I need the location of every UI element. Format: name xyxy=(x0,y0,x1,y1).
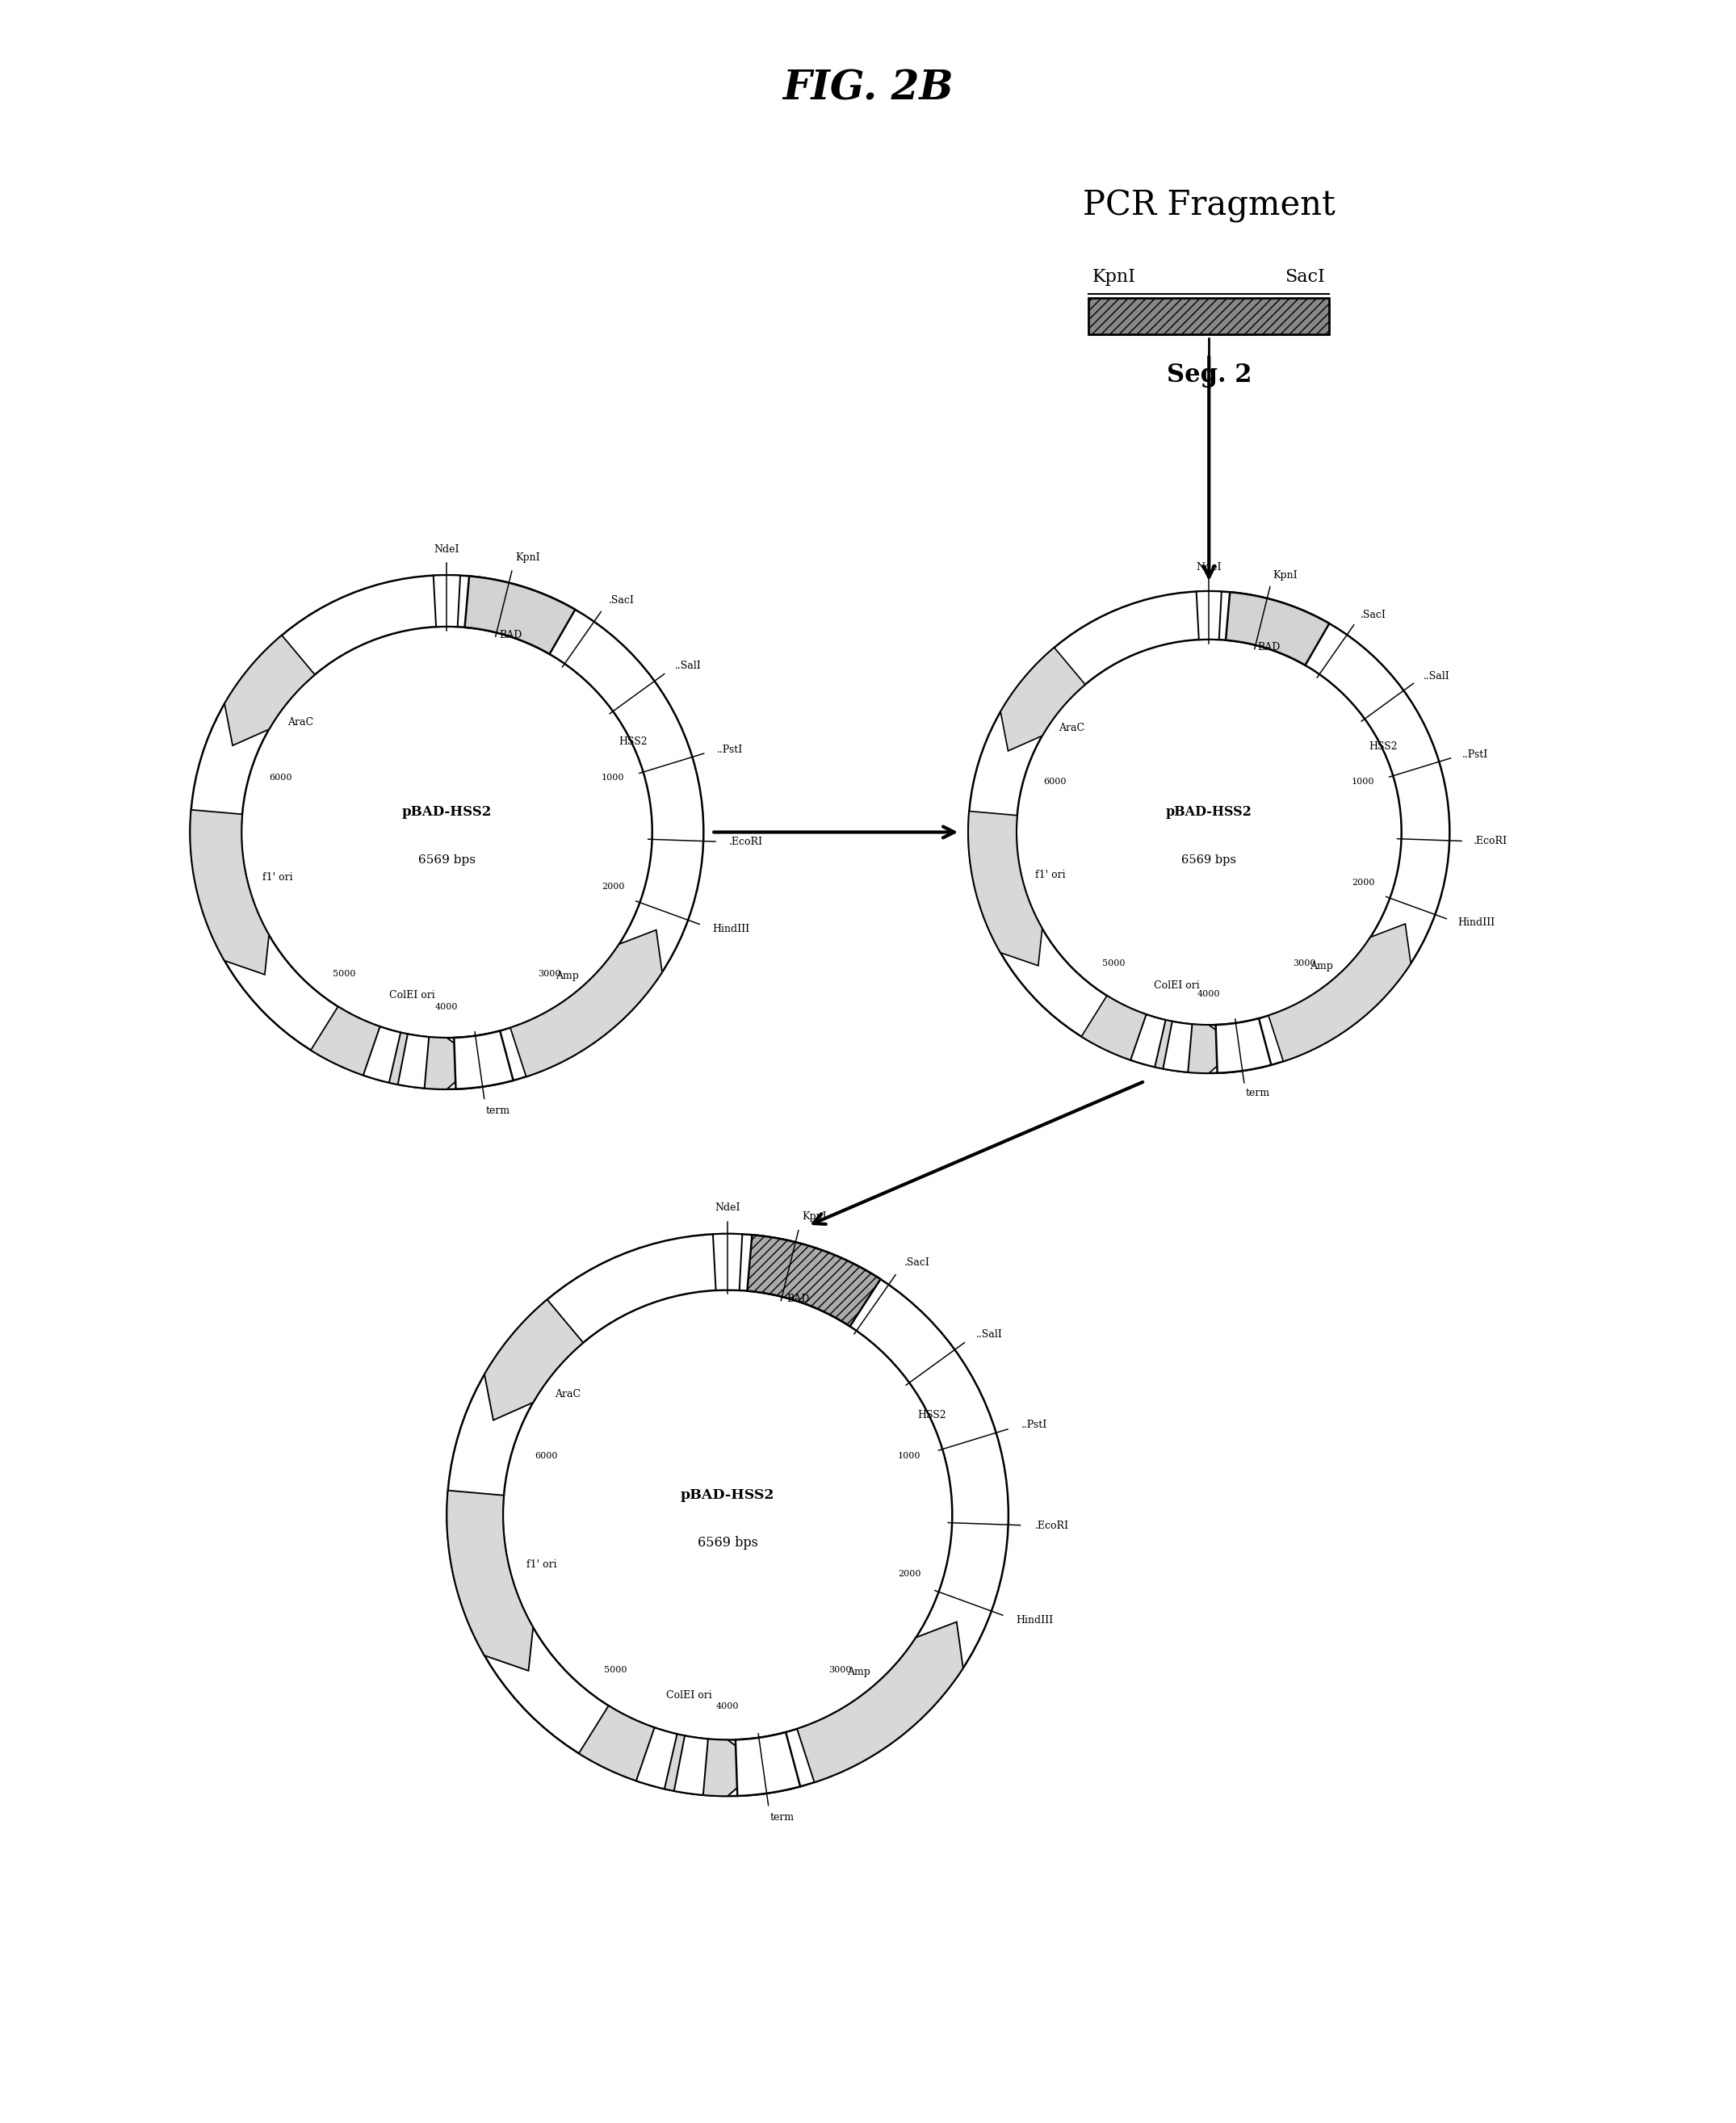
Polygon shape xyxy=(1082,996,1240,1072)
Polygon shape xyxy=(1269,924,1411,1062)
Polygon shape xyxy=(1215,1019,1271,1072)
Text: PCR Fragment: PCR Fragment xyxy=(1083,189,1335,223)
Polygon shape xyxy=(363,1028,401,1083)
Polygon shape xyxy=(510,930,661,1076)
Polygon shape xyxy=(311,1006,479,1089)
Text: ..PstI: ..PstI xyxy=(1462,749,1488,760)
Polygon shape xyxy=(1130,1015,1165,1068)
Text: pBAD-HSS2: pBAD-HSS2 xyxy=(1167,805,1252,819)
Polygon shape xyxy=(797,1622,963,1783)
FancyBboxPatch shape xyxy=(1088,297,1330,333)
Text: 3000: 3000 xyxy=(828,1667,851,1673)
Text: AraC: AraC xyxy=(288,718,314,728)
Text: Seg. 2: Seg. 2 xyxy=(1167,363,1252,386)
Text: .SacI: .SacI xyxy=(1361,609,1387,620)
Polygon shape xyxy=(746,1236,880,1327)
Text: Amp: Amp xyxy=(847,1667,871,1677)
Text: 1000: 1000 xyxy=(1352,777,1375,786)
Polygon shape xyxy=(484,1299,583,1420)
Text: NdeI: NdeI xyxy=(434,543,460,554)
Text: 3000: 3000 xyxy=(1293,960,1316,968)
Text: HSS2: HSS2 xyxy=(618,737,648,747)
Text: ..SalI: ..SalI xyxy=(675,660,701,671)
Text: 6000: 6000 xyxy=(1043,777,1066,786)
Text: 4000: 4000 xyxy=(717,1703,740,1711)
Polygon shape xyxy=(674,1737,708,1796)
Text: SacI: SacI xyxy=(1285,267,1325,287)
Text: NdeI: NdeI xyxy=(1196,563,1222,573)
Text: HindIII: HindIII xyxy=(1016,1616,1054,1626)
Text: AraC: AraC xyxy=(1059,724,1085,732)
Text: BAD: BAD xyxy=(500,631,523,641)
Text: .SacI: .SacI xyxy=(609,594,635,605)
Text: 5000: 5000 xyxy=(604,1667,627,1673)
Polygon shape xyxy=(578,1705,762,1796)
Text: term: term xyxy=(1245,1087,1271,1098)
Polygon shape xyxy=(434,575,460,626)
Text: term: term xyxy=(771,1811,795,1822)
Polygon shape xyxy=(1163,1021,1193,1072)
Text: ..SalI: ..SalI xyxy=(976,1329,1003,1340)
Text: 6569 bps: 6569 bps xyxy=(698,1537,759,1550)
Text: BAD: BAD xyxy=(786,1293,809,1304)
Text: FIG. 2B: FIG. 2B xyxy=(783,70,953,108)
Text: pBAD-HSS2: pBAD-HSS2 xyxy=(681,1488,774,1501)
Text: ColEI ori: ColEI ori xyxy=(1153,981,1200,991)
Text: .EcoRI: .EcoRI xyxy=(1035,1520,1069,1531)
Text: KpnI: KpnI xyxy=(516,552,540,563)
Text: 1000: 1000 xyxy=(602,775,625,781)
Text: 4000: 4000 xyxy=(1198,991,1220,998)
Text: 6000: 6000 xyxy=(535,1452,557,1461)
Text: HSS2: HSS2 xyxy=(1370,741,1397,752)
Polygon shape xyxy=(455,1032,514,1089)
Text: ..SalI: ..SalI xyxy=(1424,671,1450,681)
Text: 3000: 3000 xyxy=(538,970,561,979)
Text: KpnI: KpnI xyxy=(802,1212,826,1221)
Text: .EcoRI: .EcoRI xyxy=(1474,836,1507,847)
Polygon shape xyxy=(398,1034,429,1089)
Text: .EcoRI: .EcoRI xyxy=(729,836,762,847)
Text: ..PstI: ..PstI xyxy=(1021,1420,1047,1431)
Text: 2000: 2000 xyxy=(602,883,625,890)
Text: HSS2: HSS2 xyxy=(917,1410,946,1420)
Text: 6569 bps: 6569 bps xyxy=(1182,856,1236,866)
Text: f1' ori: f1' ori xyxy=(526,1560,557,1571)
Text: f1' ori: f1' ori xyxy=(262,873,293,883)
Polygon shape xyxy=(465,575,575,654)
Polygon shape xyxy=(1000,648,1085,752)
Text: pBAD-HSS2: pBAD-HSS2 xyxy=(401,805,491,819)
Text: 5000: 5000 xyxy=(1102,960,1125,968)
Text: term: term xyxy=(486,1106,510,1117)
Text: 1000: 1000 xyxy=(898,1452,920,1461)
Text: AraC: AraC xyxy=(554,1388,580,1399)
Text: 2000: 2000 xyxy=(1352,879,1375,885)
Polygon shape xyxy=(224,635,314,745)
Polygon shape xyxy=(713,1233,743,1291)
Text: ColEI ori: ColEI ori xyxy=(667,1690,712,1701)
Text: 6000: 6000 xyxy=(269,775,292,781)
Polygon shape xyxy=(1196,590,1222,639)
Text: .SacI: .SacI xyxy=(904,1257,929,1267)
Text: ..PstI: ..PstI xyxy=(717,745,743,756)
Polygon shape xyxy=(635,1728,677,1790)
Text: f1' ori: f1' ori xyxy=(1035,870,1066,881)
Polygon shape xyxy=(1226,592,1330,664)
Text: NdeI: NdeI xyxy=(715,1202,740,1212)
Text: HindIII: HindIII xyxy=(1458,917,1495,928)
Polygon shape xyxy=(191,809,269,974)
Text: 6569 bps: 6569 bps xyxy=(418,856,476,866)
Text: Amp: Amp xyxy=(1309,962,1333,972)
Text: 4000: 4000 xyxy=(436,1004,458,1011)
Text: 2000: 2000 xyxy=(898,1571,920,1577)
Polygon shape xyxy=(446,1490,533,1671)
Text: 5000: 5000 xyxy=(333,970,356,979)
Text: KpnI: KpnI xyxy=(1272,569,1299,580)
Text: Amp: Amp xyxy=(556,970,578,981)
Text: BAD: BAD xyxy=(1257,641,1281,652)
Text: HindIII: HindIII xyxy=(712,924,750,934)
Text: KpnI: KpnI xyxy=(1092,267,1137,287)
Polygon shape xyxy=(969,811,1042,966)
Text: ColEI ori: ColEI ori xyxy=(389,989,436,1000)
Polygon shape xyxy=(736,1732,800,1796)
